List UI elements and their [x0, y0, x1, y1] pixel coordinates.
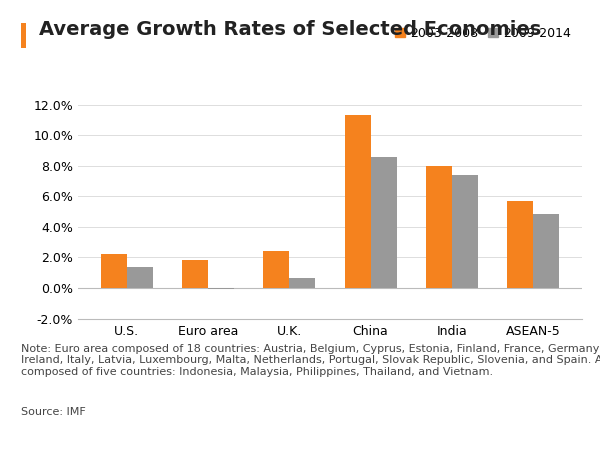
Bar	[182, 260, 208, 288]
Bar	[263, 251, 289, 288]
Text: Note: Euro area composed of 18 countries: Austria, Belgium, Cyprus, Estonia, Fin: Note: Euro area composed of 18 countries…	[21, 344, 600, 377]
Bar	[426, 166, 452, 288]
Bar	[533, 214, 559, 288]
Bar	[127, 268, 153, 288]
Text: Average Growth Rates of Selected Economies: Average Growth Rates of Selected Economi…	[39, 20, 541, 40]
Bar	[101, 253, 127, 288]
Legend: 2003-2008, 2009-2014: 2003-2008, 2009-2014	[390, 22, 576, 45]
Bar	[208, 288, 234, 289]
Bar	[452, 175, 478, 288]
Bar	[371, 157, 397, 288]
Text: Source: IMF: Source: IMF	[21, 407, 86, 417]
Bar	[289, 278, 316, 288]
Bar	[344, 116, 371, 288]
Bar	[507, 201, 533, 288]
